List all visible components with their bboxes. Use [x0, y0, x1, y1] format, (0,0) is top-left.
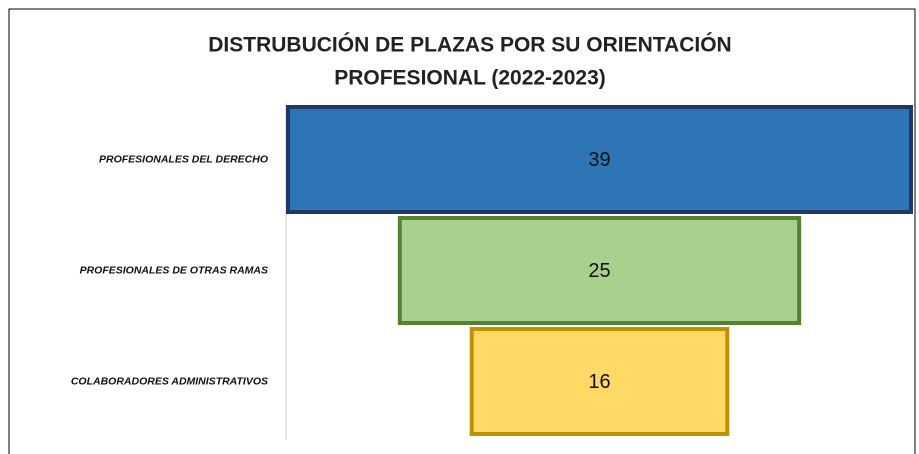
value-label: 39	[588, 149, 610, 171]
category-label: COLABORADORES ADMINISTRATIVOS	[71, 375, 268, 387]
chart-title: DISTRUBUCIÓN DE PLAZAS POR SU ORIENTACIÓ…	[208, 33, 731, 57]
funnel-bar	[397, 216, 802, 325]
value-label: 25	[588, 260, 610, 282]
funnel-bar	[469, 327, 730, 436]
funnel-bar	[286, 105, 913, 214]
chart-frame	[8, 8, 916, 454]
category-label: PROFESIONALES DE OTRAS RAMAS	[80, 264, 268, 276]
chart-title: PROFESIONAL (2022-2023)	[334, 67, 606, 90]
category-label: PROFESIONALES DEL DERECHO	[99, 153, 268, 165]
value-label: 16	[588, 371, 610, 393]
